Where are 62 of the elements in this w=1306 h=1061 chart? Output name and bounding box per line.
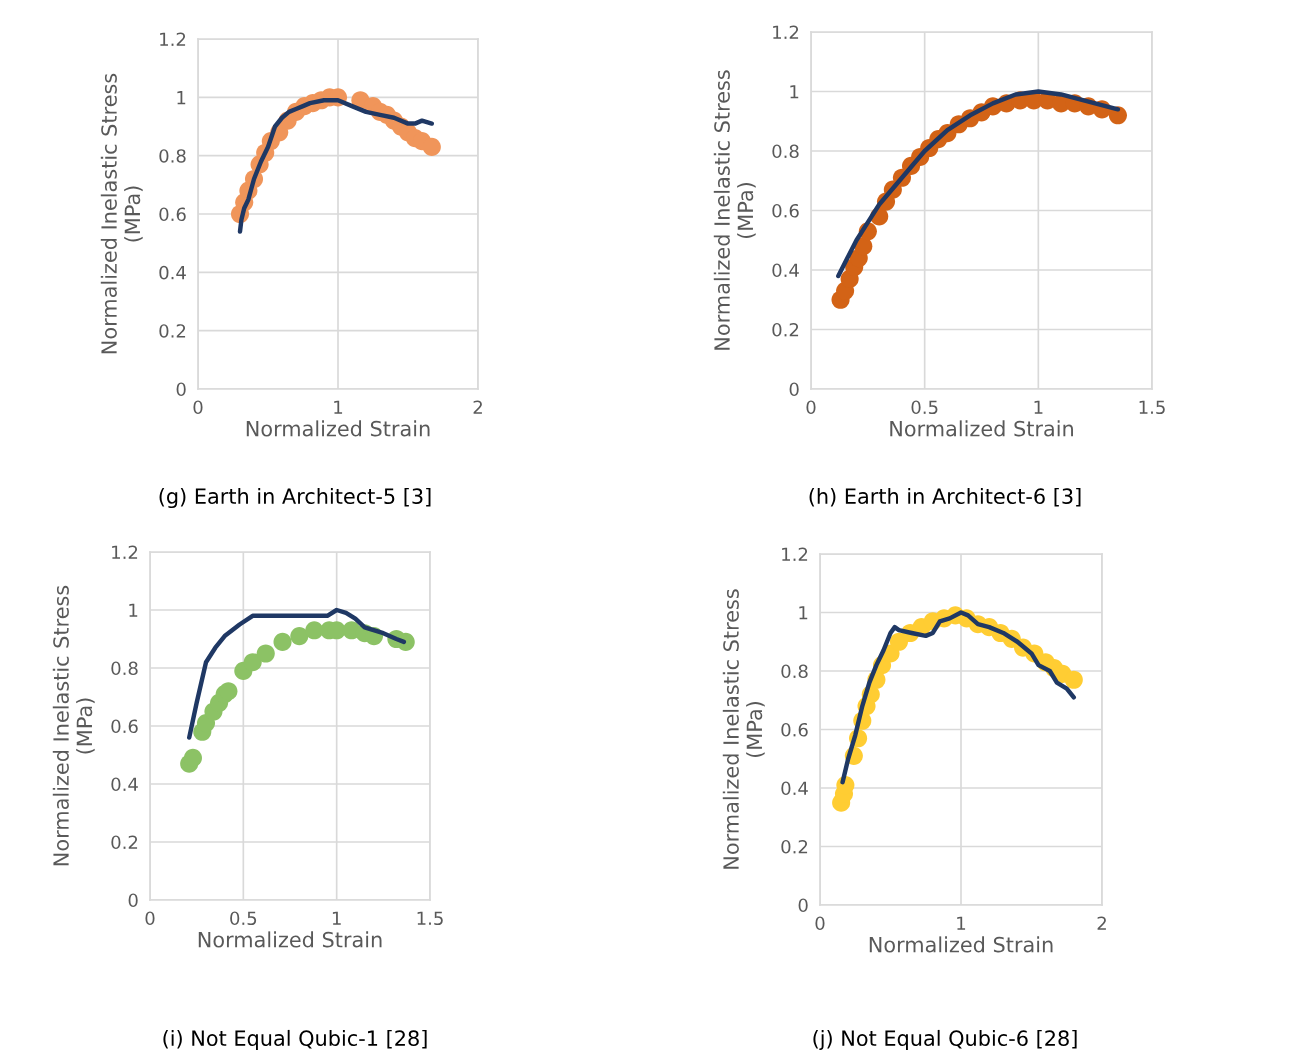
x-tick-label: 0 xyxy=(145,911,155,926)
y-axis-title: Normalized Inelastic Stress (MPa) xyxy=(52,585,95,866)
x-tick-label: 0 xyxy=(193,400,203,415)
y-tick-label: 0 xyxy=(798,898,808,913)
y-tick-label: 0.8 xyxy=(772,144,799,159)
x-axis-title: Normalized Strain xyxy=(890,420,1073,437)
x-tick-label: 1.5 xyxy=(417,911,443,926)
y-tick-label: 1 xyxy=(790,85,799,99)
point xyxy=(183,748,202,767)
point xyxy=(273,632,292,651)
x-axis-title: Normalized Strain xyxy=(869,936,1053,953)
y-tick-label: 1 xyxy=(129,603,138,617)
point xyxy=(290,627,309,646)
y-tick-label: 1.2 xyxy=(773,25,799,39)
y-tick-label: 0.6 xyxy=(159,207,186,222)
y-axis-title: Normalized Inelastic Stress (MPa) xyxy=(713,70,756,350)
x-tick-label: 1 xyxy=(332,911,341,925)
y-tick-label: 1 xyxy=(177,91,186,105)
y-tick-label: 0.8 xyxy=(159,149,186,163)
point xyxy=(243,653,262,672)
y-tick-label: 0 xyxy=(789,382,799,397)
y-tick-label: 0 xyxy=(128,893,138,908)
point xyxy=(256,644,275,663)
x-tick-label: 2 xyxy=(1097,916,1106,930)
x-axis-title: Normalized Strain xyxy=(198,931,382,948)
x-tick-label: 1 xyxy=(1034,400,1043,414)
y-tick-label: 1.2 xyxy=(782,547,808,561)
x-axis-title: Normalized Strain xyxy=(246,420,430,437)
y-tick-label: 0.6 xyxy=(111,719,138,734)
x-tick-label: 1 xyxy=(334,400,343,414)
x-tick-label: 0 xyxy=(815,916,825,931)
y-tick-label: 0.6 xyxy=(781,722,808,737)
y-tick-label: 0.4 xyxy=(772,263,799,278)
y-tick-label: 0.8 xyxy=(781,664,808,679)
text: (j) Not Equal Qubic-6 [28] xyxy=(813,1029,1077,1051)
point xyxy=(305,621,324,640)
y-tick-label: 0.4 xyxy=(159,265,186,280)
y-tick-label: 0.8 xyxy=(111,661,138,676)
y-tick-label: 0.2 xyxy=(772,322,799,337)
y-tick-label: 0 xyxy=(176,382,186,397)
x-tick-label: 1.5 xyxy=(1139,400,1165,415)
y-tick-label: 0.2 xyxy=(159,324,186,338)
x-tick-label: 2 xyxy=(473,400,482,414)
point xyxy=(422,137,441,156)
y-tick-label: 0.4 xyxy=(781,781,808,796)
y-tick-label: 0.2 xyxy=(781,839,808,854)
x-tick-label: 1 xyxy=(957,916,966,930)
y-tick-label: 0.4 xyxy=(111,777,138,792)
y-axis-title: Normalized Inelastic Stress (MPa) xyxy=(100,73,143,354)
point xyxy=(219,682,238,701)
text: (g) Earth in Architect-5 [3] xyxy=(159,487,431,509)
y-tick-label: 1.2 xyxy=(112,545,138,559)
x-tick-label: 0.5 xyxy=(911,400,938,415)
text: (i) Not Equal Qubic-1 [28] xyxy=(163,1029,427,1051)
y-tick-label: 1.2 xyxy=(160,32,186,46)
y-tick-label: 0.2 xyxy=(111,835,138,850)
x-tick-label: 0.5 xyxy=(230,911,257,926)
y-tick-label: 1 xyxy=(799,606,808,620)
y-axis-title: Normalized Inelastic Stress (MPa) xyxy=(722,589,765,869)
point xyxy=(1064,670,1083,689)
y-tick-label: 0.6 xyxy=(772,203,799,218)
text: (h) Earth in Architect-6 [3] xyxy=(809,487,1081,507)
